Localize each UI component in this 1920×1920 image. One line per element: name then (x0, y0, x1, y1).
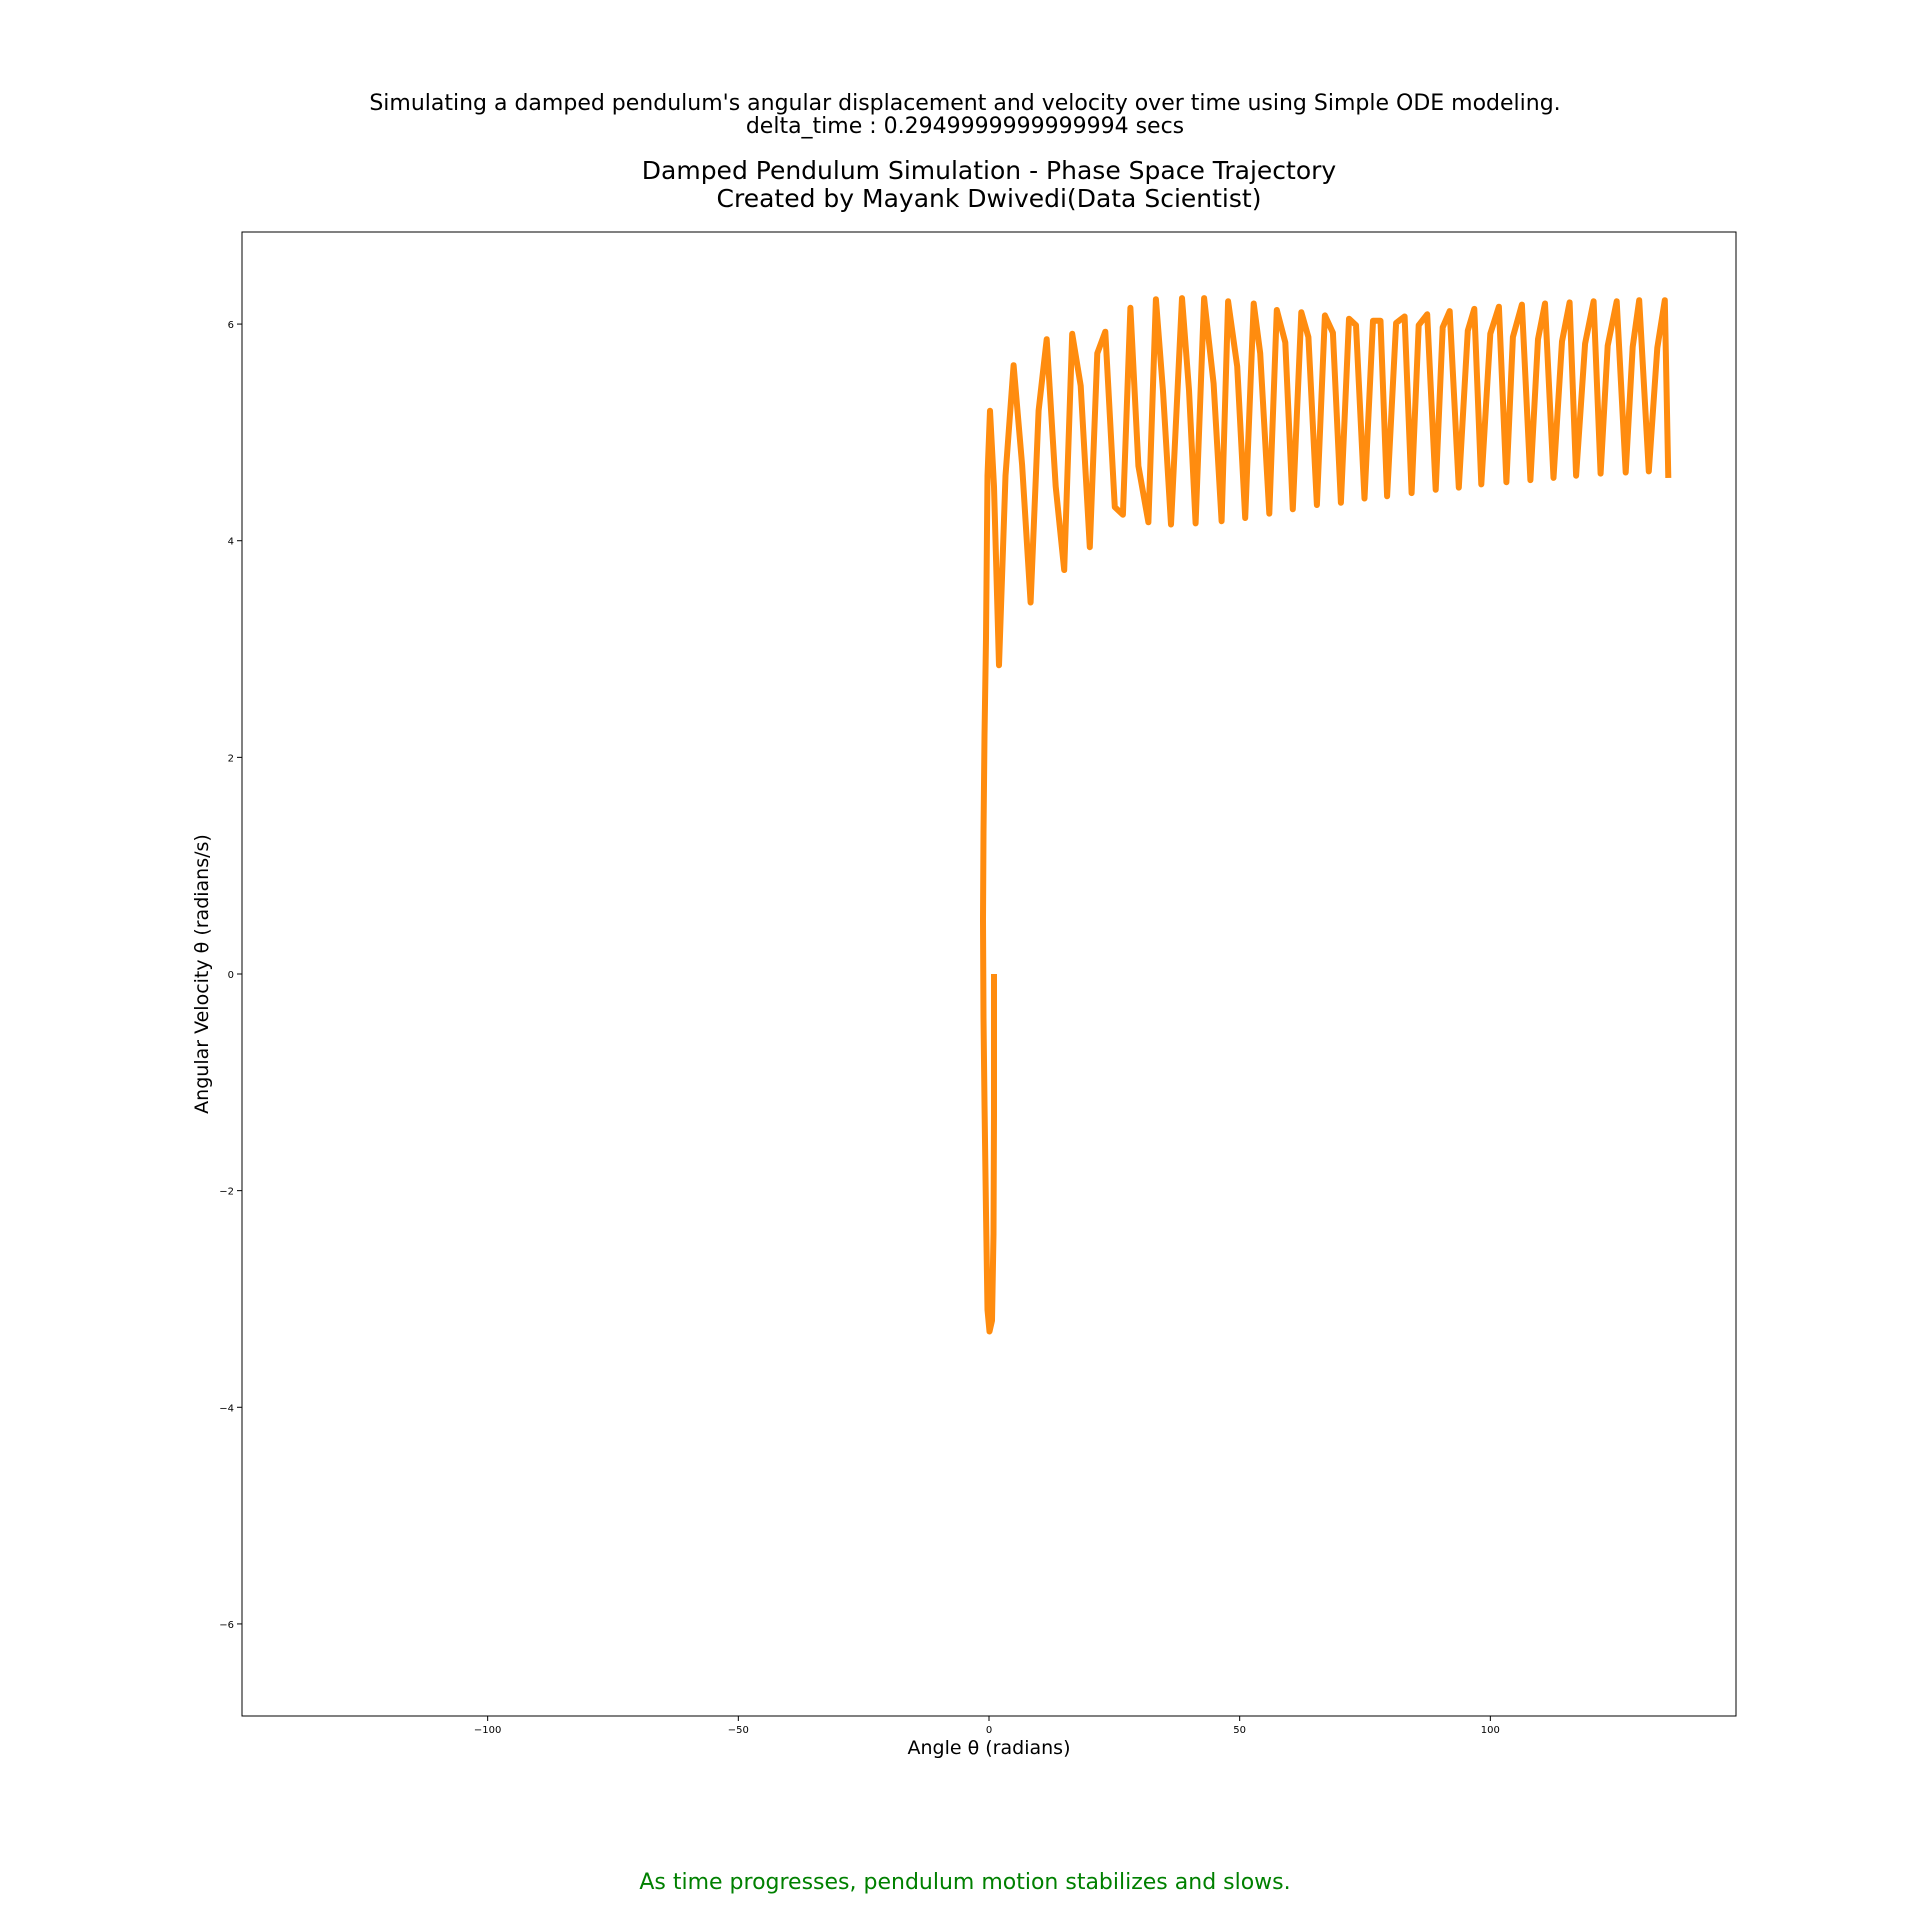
chart-subtitle: Created by Mayank Dwivedi(Data Scientist… (716, 184, 1262, 213)
suptitle-line-2: delta_time : 0.2949999999999994 secs (745, 114, 1185, 139)
chart-title: Damped Pendulum Simulation - Phase Space… (641, 156, 1337, 185)
suptitle-line-1: Simulating a damped pendulum's angular d… (369, 91, 1561, 116)
x-tick-label: 100 (1481, 1725, 1500, 1736)
x-tick-label: 0 (986, 1725, 992, 1736)
y-axis-label: Angular Velocity θ (radians/s) (191, 834, 213, 1114)
footer-note: As time progresses, pendulum motion stab… (639, 1870, 1291, 1895)
chart-title-block: Damped Pendulum Simulation - Phase Space… (242, 157, 1736, 213)
phase-trajectory-line (980, 295, 1672, 1335)
y-tick-label: −6 (219, 1620, 234, 1631)
x-tick-label: 50 (1233, 1725, 1246, 1736)
y-tick-label: 4 (228, 537, 234, 548)
y-tick-label: −2 (219, 1187, 234, 1198)
figure-suptitle: Simulating a damped pendulum's angular d… (0, 92, 1920, 138)
y-tick-label: −4 (219, 1403, 234, 1414)
y-tick-label: 2 (228, 753, 234, 764)
y-axis-ticks: −6 −4 −2 0 2 4 6 (219, 320, 242, 1631)
y-tick-label: 0 (228, 970, 234, 981)
x-axis-ticks: −100 −50 0 50 100 (474, 1716, 1500, 1736)
y-tick-label: 6 (228, 320, 234, 331)
x-tick-label: −50 (728, 1725, 749, 1736)
x-axis-label: Angle θ (radians) (908, 1737, 1071, 1759)
x-tick-label: −100 (474, 1725, 501, 1736)
